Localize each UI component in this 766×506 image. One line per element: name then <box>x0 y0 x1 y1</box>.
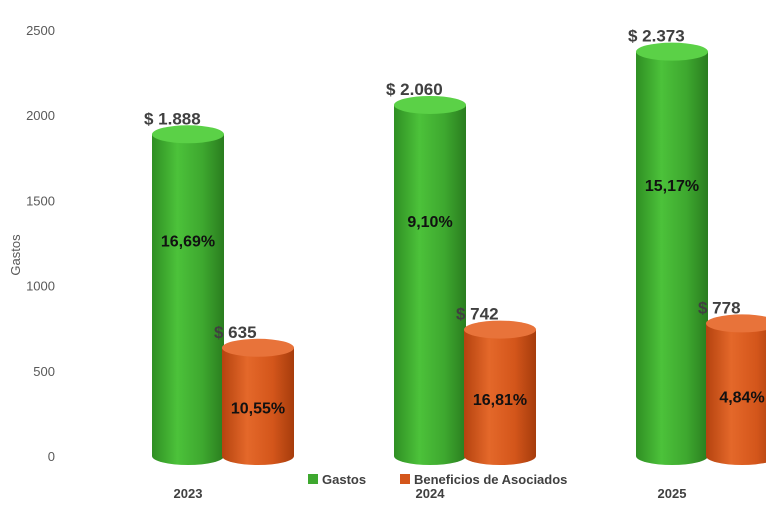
bar-top <box>394 95 466 114</box>
x-category-label: 2023 <box>174 486 203 501</box>
bar-gastos <box>394 95 466 465</box>
bar-beneficios-de-asociados <box>222 338 294 465</box>
x-category-label: 2025 <box>658 486 687 501</box>
bar-body <box>636 51 708 465</box>
y-tick-label: 2000 <box>26 108 55 123</box>
data-percent-label: 16,81% <box>473 392 527 409</box>
legend-swatch <box>308 474 318 484</box>
data-value-label: $ 742 <box>456 305 499 324</box>
y-tick-label: 0 <box>48 449 55 464</box>
data-percent-label: 10,55% <box>231 400 285 417</box>
data-percent-label: 16,69% <box>161 233 215 250</box>
data-percent-label: 4,84% <box>719 389 764 406</box>
bar-top <box>464 320 536 339</box>
data-value-label: $ 2.373 <box>628 27 685 46</box>
bar-top <box>152 125 224 144</box>
y-tick-label: 2500 <box>26 23 55 38</box>
bar-body <box>152 134 224 466</box>
bar-top <box>636 42 708 61</box>
bar-top <box>222 338 294 357</box>
data-value-label: $ 2.060 <box>386 80 443 99</box>
bar-gastos <box>152 125 224 466</box>
y-axis-label: Gastos <box>8 234 23 276</box>
bar-beneficios-de-asociados <box>706 314 766 465</box>
bar-gastos <box>636 42 708 465</box>
legend-swatch <box>400 474 410 484</box>
data-value-label: $ 1.888 <box>144 109 201 128</box>
y-tick-label: 500 <box>33 364 55 379</box>
data-percent-label: 15,17% <box>645 178 699 195</box>
data-value-label: $ 635 <box>214 323 257 342</box>
y-tick-label: 1000 <box>26 279 55 294</box>
data-value-label: $ 778 <box>698 298 741 317</box>
x-category-label: 2024 <box>416 486 446 501</box>
bar-body <box>464 329 536 465</box>
legend-entry: Beneficios de Asociados <box>414 472 567 487</box>
bar-beneficios-de-asociados <box>464 320 536 465</box>
data-percent-label: 9,10% <box>407 214 452 231</box>
bar-body <box>706 323 766 465</box>
y-tick-label: 1500 <box>26 193 55 208</box>
legend-entry: Gastos <box>322 472 366 487</box>
bar-body <box>394 104 466 465</box>
bar-body <box>222 347 294 465</box>
bar-top <box>706 314 766 333</box>
